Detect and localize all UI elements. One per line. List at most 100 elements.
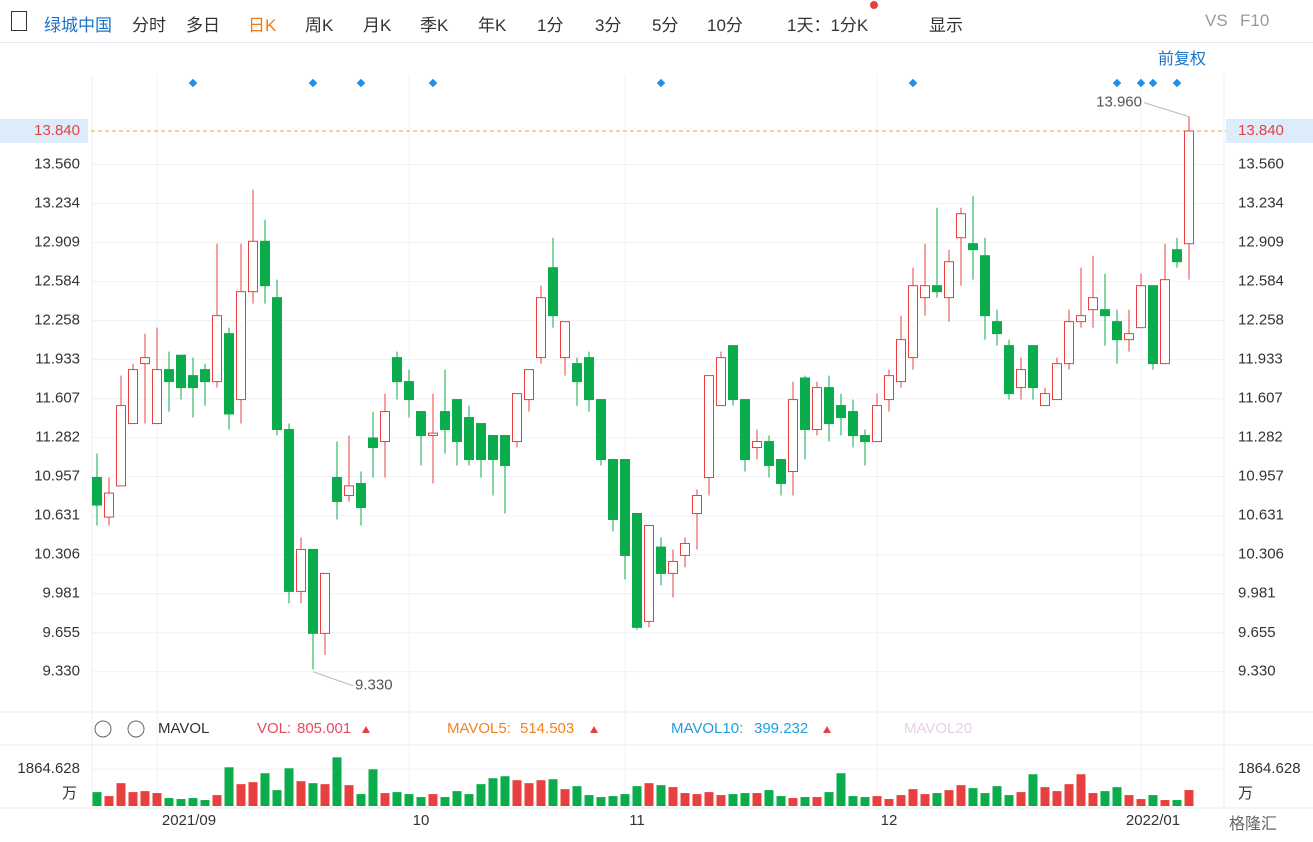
event-marker [428, 78, 438, 88]
vol-unit-right: 万 [1238, 785, 1253, 802]
y-tick-label-right: 11.607 [1238, 390, 1283, 407]
volume-bar [524, 783, 534, 806]
volume-bar [1004, 795, 1014, 806]
period-tab[interactable]: 分时 [132, 16, 166, 35]
y-tick-label-right: 12.909 [1238, 234, 1284, 251]
candle-body [284, 429, 294, 592]
volume-bar [176, 799, 186, 806]
volume-bar [128, 792, 138, 806]
period-select[interactable]: 1天：1分K [787, 16, 869, 35]
period-tab[interactable]: 年K [478, 16, 507, 35]
vol-tick-label-right: 1864.628 [1238, 760, 1301, 777]
volume-bar [620, 794, 630, 806]
candle-body [956, 213, 966, 239]
period-tab[interactable]: 3分 [595, 16, 622, 35]
settings-icon[interactable] [94, 720, 112, 738]
y-tick-label-right: 12.584 [1238, 273, 1284, 290]
volume-bar [860, 797, 870, 806]
volume-bar [992, 786, 1002, 806]
event-marker [1112, 78, 1122, 88]
candle-body [1148, 285, 1158, 365]
candle-body [716, 357, 726, 407]
period-tab[interactable]: 月K [363, 16, 392, 35]
volume-bar [908, 789, 918, 806]
candle-body [632, 512, 642, 628]
candle-body [740, 399, 750, 461]
candle-body [944, 261, 954, 299]
candle-body [536, 297, 546, 359]
f10-button[interactable]: F10 [1240, 11, 1270, 30]
volume-bar [548, 779, 558, 806]
y-tick-label-right: 11.282 [1238, 429, 1283, 446]
volume-bar [260, 773, 270, 806]
y-tick-label-right: 12.258 [1238, 312, 1284, 329]
period-tab[interactable]: 5分 [652, 16, 679, 35]
current-price-label: 13.840 [34, 122, 80, 139]
volume-bar [812, 797, 822, 806]
period-tab[interactable]: 季K [420, 16, 449, 35]
candle-body [680, 542, 690, 556]
candle-body [200, 369, 210, 383]
period-tab[interactable]: 多日 [186, 16, 220, 35]
current-price-label: 13.840 [1238, 122, 1284, 139]
volume-bar [704, 792, 714, 806]
period-tab[interactable]: 10分 [707, 16, 743, 35]
y-tick-label: 9.981 [42, 585, 80, 602]
volume-bar [872, 796, 882, 806]
display-menu[interactable]: 显示 [929, 16, 963, 35]
candle-body [704, 375, 714, 479]
candle-body [1052, 363, 1062, 401]
vol-tick-label: 1864.628 [17, 760, 80, 777]
volume-bar [284, 768, 294, 806]
volume-bar [1124, 795, 1134, 806]
volume-bar [1016, 792, 1026, 806]
close-icon[interactable] [127, 720, 145, 738]
event-marker [188, 78, 198, 88]
candle-body [596, 399, 606, 461]
candle-body [860, 435, 870, 443]
legend-mavol5-value: 514.503 [520, 720, 574, 737]
volume-bar [1136, 799, 1146, 806]
candle-body [764, 441, 774, 467]
event-marker [356, 78, 366, 88]
volume-bar [740, 793, 750, 806]
y-tick-label: 10.631 [34, 507, 80, 524]
event-marker [1148, 78, 1158, 88]
watermark: 格隆汇 [1229, 815, 1277, 833]
candle-body [512, 393, 522, 443]
adjust-select[interactable]: 前复权 [1158, 50, 1206, 68]
volume-bar [344, 785, 354, 806]
y-tick-label: 10.306 [34, 546, 80, 563]
candle-body [464, 417, 474, 461]
volume-bar [932, 793, 942, 806]
trend-arrow [590, 726, 598, 733]
menu-icon[interactable] [11, 11, 27, 31]
volume-bar [584, 795, 594, 806]
y-tick-label-right: 11.933 [1238, 351, 1283, 368]
vs-button[interactable]: VS [1205, 11, 1228, 30]
candle-body [1184, 130, 1194, 245]
volume-bar [188, 798, 198, 806]
volume-bar [788, 798, 798, 806]
candle-body [668, 560, 678, 574]
candle-body [164, 369, 174, 383]
volume-bar [140, 791, 150, 806]
volume-bar [692, 794, 702, 806]
annotation-leader [312, 671, 354, 687]
indicator-name[interactable]: MAVOL [158, 720, 209, 737]
period-tab[interactable]: 日K [248, 16, 277, 35]
legend-vol-label: VOL: [257, 720, 291, 737]
candle-body [380, 411, 390, 443]
candle-body [1100, 309, 1110, 317]
candle-body [1160, 279, 1170, 365]
volume-bar [1112, 787, 1122, 806]
candle-body [152, 369, 162, 425]
volume-bar [728, 794, 738, 806]
stock-name[interactable]: 绿城中国 [44, 16, 112, 35]
period-tab[interactable]: 周K [305, 16, 334, 35]
volume-bar [1148, 795, 1158, 806]
period-tab[interactable]: 1分 [537, 16, 564, 35]
candle-body [896, 339, 906, 383]
y-tick-label-right: 10.631 [1238, 507, 1284, 524]
candle-body [1064, 321, 1074, 365]
